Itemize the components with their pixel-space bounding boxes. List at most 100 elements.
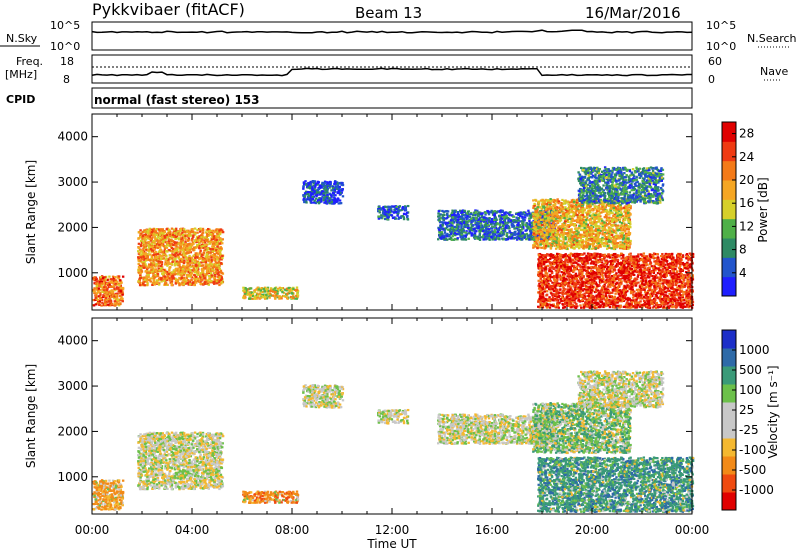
power-cell	[163, 268, 167, 271]
power-cell	[484, 230, 488, 233]
power-cell	[172, 228, 176, 231]
power-cell	[253, 297, 256, 300]
power-cell	[446, 210, 450, 213]
power-cell	[113, 287, 116, 291]
power-cell	[100, 282, 103, 285]
power-cell	[265, 287, 268, 290]
power-cell	[594, 212, 598, 215]
power-cell	[209, 240, 213, 244]
power-cell	[192, 254, 196, 257]
power-cell	[517, 221, 520, 224]
power-cell	[121, 293, 124, 296]
power-cell	[153, 270, 157, 274]
power-cell	[155, 244, 159, 247]
power-cell	[137, 250, 140, 253]
power-cell	[249, 294, 253, 297]
noise-tick-top: 10^5	[50, 19, 80, 32]
power-cell	[395, 205, 398, 208]
power-cell	[140, 270, 144, 273]
power-cell	[213, 262, 216, 266]
power-cell	[95, 285, 99, 288]
power-cell	[274, 290, 277, 294]
power-cell	[94, 282, 98, 285]
power-cell	[524, 223, 527, 226]
power-cell	[168, 271, 171, 274]
power-cell	[532, 246, 535, 249]
power-cell	[180, 283, 184, 286]
power-cell	[315, 197, 318, 200]
power-cell	[216, 272, 219, 276]
power-cell	[177, 256, 181, 260]
power-cell	[190, 269, 194, 272]
power-cell	[193, 283, 196, 287]
power-cell	[99, 293, 102, 296]
power-cell	[259, 289, 263, 292]
power-cell	[174, 257, 177, 260]
power-cell	[456, 237, 459, 240]
power-cell	[603, 226, 606, 229]
power-cell	[337, 187, 341, 190]
power-cell	[143, 284, 146, 287]
power-cell	[168, 278, 172, 281]
power-cell	[101, 290, 104, 293]
power-cell	[169, 249, 173, 253]
power-cell	[139, 272, 142, 275]
power-cell	[170, 262, 174, 266]
power-cell	[295, 297, 298, 300]
power-cell	[501, 234, 504, 237]
power-cell	[261, 295, 265, 299]
power-cell	[204, 255, 208, 258]
power-cell	[213, 273, 217, 276]
power-cell	[141, 235, 145, 238]
power-cell	[199, 249, 202, 252]
power-cell	[541, 223, 544, 227]
power-cell	[262, 287, 265, 290]
power-cell	[168, 249, 171, 252]
power-cell	[173, 234, 176, 237]
power-cell	[219, 247, 222, 250]
power-cell	[622, 206, 626, 209]
power-cell	[151, 276, 155, 279]
power-cell	[148, 279, 151, 282]
power-cell	[96, 298, 99, 302]
power-cell	[209, 247, 212, 251]
power-cell	[153, 235, 157, 238]
power-cell	[219, 237, 222, 240]
power-cell	[113, 300, 117, 303]
power-cell	[517, 237, 521, 240]
power-cell	[96, 292, 99, 295]
power-cell	[493, 228, 496, 232]
power-cell	[205, 243, 208, 246]
power-cell	[251, 297, 254, 300]
power-cell	[549, 198, 552, 201]
power-cell	[187, 278, 190, 282]
power-cell	[154, 237, 157, 240]
power-cell	[529, 216, 533, 219]
power-cell	[140, 239, 144, 242]
power-cell	[444, 227, 448, 230]
power-cell	[157, 265, 160, 268]
power-cell	[200, 278, 203, 282]
freq-label-2: [MHz]	[5, 68, 37, 81]
power-cell	[156, 252, 160, 256]
power-cell	[324, 200, 328, 203]
power-cell	[453, 237, 457, 241]
power-cell	[295, 286, 299, 289]
power-cell	[380, 214, 383, 217]
power-cell	[405, 211, 409, 214]
power-cell	[461, 227, 465, 231]
power-cell	[498, 238, 501, 241]
power-cell	[104, 294, 108, 297]
power-cell	[187, 229, 190, 232]
power-cell	[524, 214, 527, 217]
nave-label: Nave	[760, 65, 788, 78]
power-cell	[196, 228, 199, 232]
power-cell	[398, 205, 402, 208]
power-cell	[437, 212, 440, 215]
power-cell	[381, 207, 385, 210]
power-cell	[503, 230, 507, 233]
power-cell	[317, 191, 321, 194]
power-cell	[208, 268, 211, 271]
power-cell	[588, 207, 591, 210]
power-cell	[470, 212, 473, 216]
